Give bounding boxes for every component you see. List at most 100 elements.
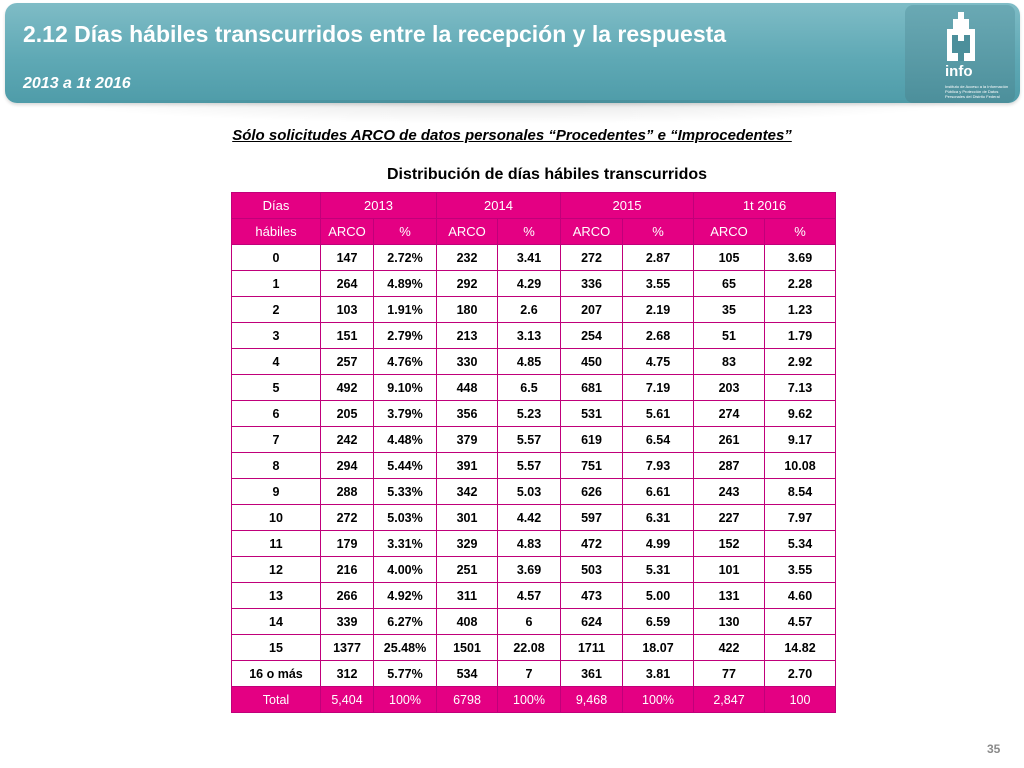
table-cell: 9.17 [764, 426, 836, 453]
header-shadow [40, 100, 984, 124]
table-cell: 3.31% [373, 530, 437, 557]
table-cell: 7.13 [764, 374, 836, 401]
table-row: 4 257 4.76% 330 4.85 450 4.75 83 2.92 [231, 348, 836, 375]
city-monument-icon [947, 12, 975, 61]
table-cell: 6.59 [622, 608, 694, 635]
row-label-cell: 13 [231, 582, 321, 609]
table-cell: 4.60 [764, 582, 836, 609]
table-row: 0 147 2.72% 232 3.41 272 2.87 105 3.69 [231, 244, 836, 271]
table-cell: 6.31 [622, 504, 694, 531]
table-cell: 227 [693, 504, 765, 531]
table-cell: 7.19 [622, 374, 694, 401]
table-cell: 203 [693, 374, 765, 401]
row-label-cell: 2 [231, 296, 321, 323]
table-cell: 180 [436, 296, 498, 323]
table-cell: 264 [320, 270, 374, 297]
table-cell: 472 [560, 530, 623, 557]
table-cell: 3.41 [497, 244, 561, 271]
table-cell: 147 [320, 244, 374, 271]
table-cell: 330 [436, 348, 498, 375]
row-label-cell: 3 [231, 322, 321, 349]
table-row: 11 179 3.31% 329 4.83 472 4.99 152 5.34 [231, 530, 836, 557]
subheading: Sólo solicitudes ARCO de datos personale… [232, 127, 792, 144]
table-cell: 35 [693, 296, 765, 323]
table-cell: 130 [693, 608, 765, 635]
table-cell: 4.29 [497, 270, 561, 297]
table-cell: 5.77% [373, 660, 437, 687]
header-cell-year: 2014 [436, 192, 561, 219]
table-cell: 232 [436, 244, 498, 271]
table-cell: 243 [693, 478, 765, 505]
table-cell: 65 [693, 270, 765, 297]
table-cell: 9.10% [373, 374, 437, 401]
table-cell: 4.00% [373, 556, 437, 583]
total-label-cell: Total [231, 686, 321, 713]
table-row: 5 492 9.10% 448 6.5 681 7.19 203 7.13 [231, 374, 836, 401]
table-cell: 2.68 [622, 322, 694, 349]
table-cell: 7 [497, 660, 561, 687]
table-cell: 301 [436, 504, 498, 531]
table-cell: 4.76% [373, 348, 437, 375]
table-cell: 266 [320, 582, 374, 609]
table-cell: 422 [693, 634, 765, 661]
table-cell: 8.54 [764, 478, 836, 505]
table-cell: 3.55 [764, 556, 836, 583]
table-cell: 4.57 [497, 582, 561, 609]
total-cell: 100 [764, 686, 836, 713]
total-cell: 100% [622, 686, 694, 713]
row-label-cell: 7 [231, 426, 321, 453]
header-cell: % [497, 218, 561, 245]
table-row: 9 288 5.33% 342 5.03 626 6.61 243 8.54 [231, 478, 836, 505]
header-cell-year: 2013 [320, 192, 437, 219]
table-cell: 5.34 [764, 530, 836, 557]
logo-caption: Instituto de Acceso a la Información Púb… [945, 84, 1009, 99]
table-cell: 10.08 [764, 452, 836, 479]
header-cell: % [373, 218, 437, 245]
row-label-cell: 16 o más [231, 660, 321, 687]
header-cell: % [622, 218, 694, 245]
table-cell: 597 [560, 504, 623, 531]
total-cell: 5,404 [320, 686, 374, 713]
table-cell: 22.08 [497, 634, 561, 661]
table-cell: 681 [560, 374, 623, 401]
header-cell: ARCO [436, 218, 498, 245]
table-cell: 2.79% [373, 322, 437, 349]
total-cell: 2,847 [693, 686, 765, 713]
table-header-row-columns: hábiles ARCO % ARCO % ARCO % ARCO % [231, 218, 836, 245]
table-cell: 6.61 [622, 478, 694, 505]
table-cell: 531 [560, 400, 623, 427]
table-cell: 103 [320, 296, 374, 323]
total-cell: 100% [497, 686, 561, 713]
table-cell: 473 [560, 582, 623, 609]
table-cell: 131 [693, 582, 765, 609]
table-cell: 4.48% [373, 426, 437, 453]
row-label-cell: 0 [231, 244, 321, 271]
total-cell: 100% [373, 686, 437, 713]
row-label-cell: 5 [231, 374, 321, 401]
header-cell: % [764, 218, 836, 245]
table-cell: 3.69 [764, 244, 836, 271]
table-cell: 205 [320, 400, 374, 427]
table-total-row: Total 5,404 100% 6798 100% 9,468 100% 2,847 100 [231, 686, 836, 713]
table-cell: 287 [693, 452, 765, 479]
table-row: 2 103 1.91% 180 2.6 207 2.19 35 1.23 [231, 296, 836, 323]
table-cell: 450 [560, 348, 623, 375]
header-cell: ARCO [320, 218, 374, 245]
row-label-cell: 12 [231, 556, 321, 583]
table-row: 16 o más 312 5.77% 534 7 361 3.81 77 2.70 [231, 660, 836, 687]
table-cell: 329 [436, 530, 498, 557]
table-cell: 5.57 [497, 426, 561, 453]
table-cell: 152 [693, 530, 765, 557]
table-cell: 6.27% [373, 608, 437, 635]
table-cell: 391 [436, 452, 498, 479]
table-cell: 25.48% [373, 634, 437, 661]
header-cell: hábiles [231, 218, 321, 245]
table-cell: 1.91% [373, 296, 437, 323]
table-row: 8 294 5.44% 391 5.57 751 7.93 287 10.08 [231, 452, 836, 479]
table-cell: 272 [320, 504, 374, 531]
table-cell: 18.07 [622, 634, 694, 661]
table-cell: 6.5 [497, 374, 561, 401]
table-title: Distribución de días hábiles transcurrid… [386, 166, 708, 183]
table-cell: 272 [560, 244, 623, 271]
table-cell: 216 [320, 556, 374, 583]
